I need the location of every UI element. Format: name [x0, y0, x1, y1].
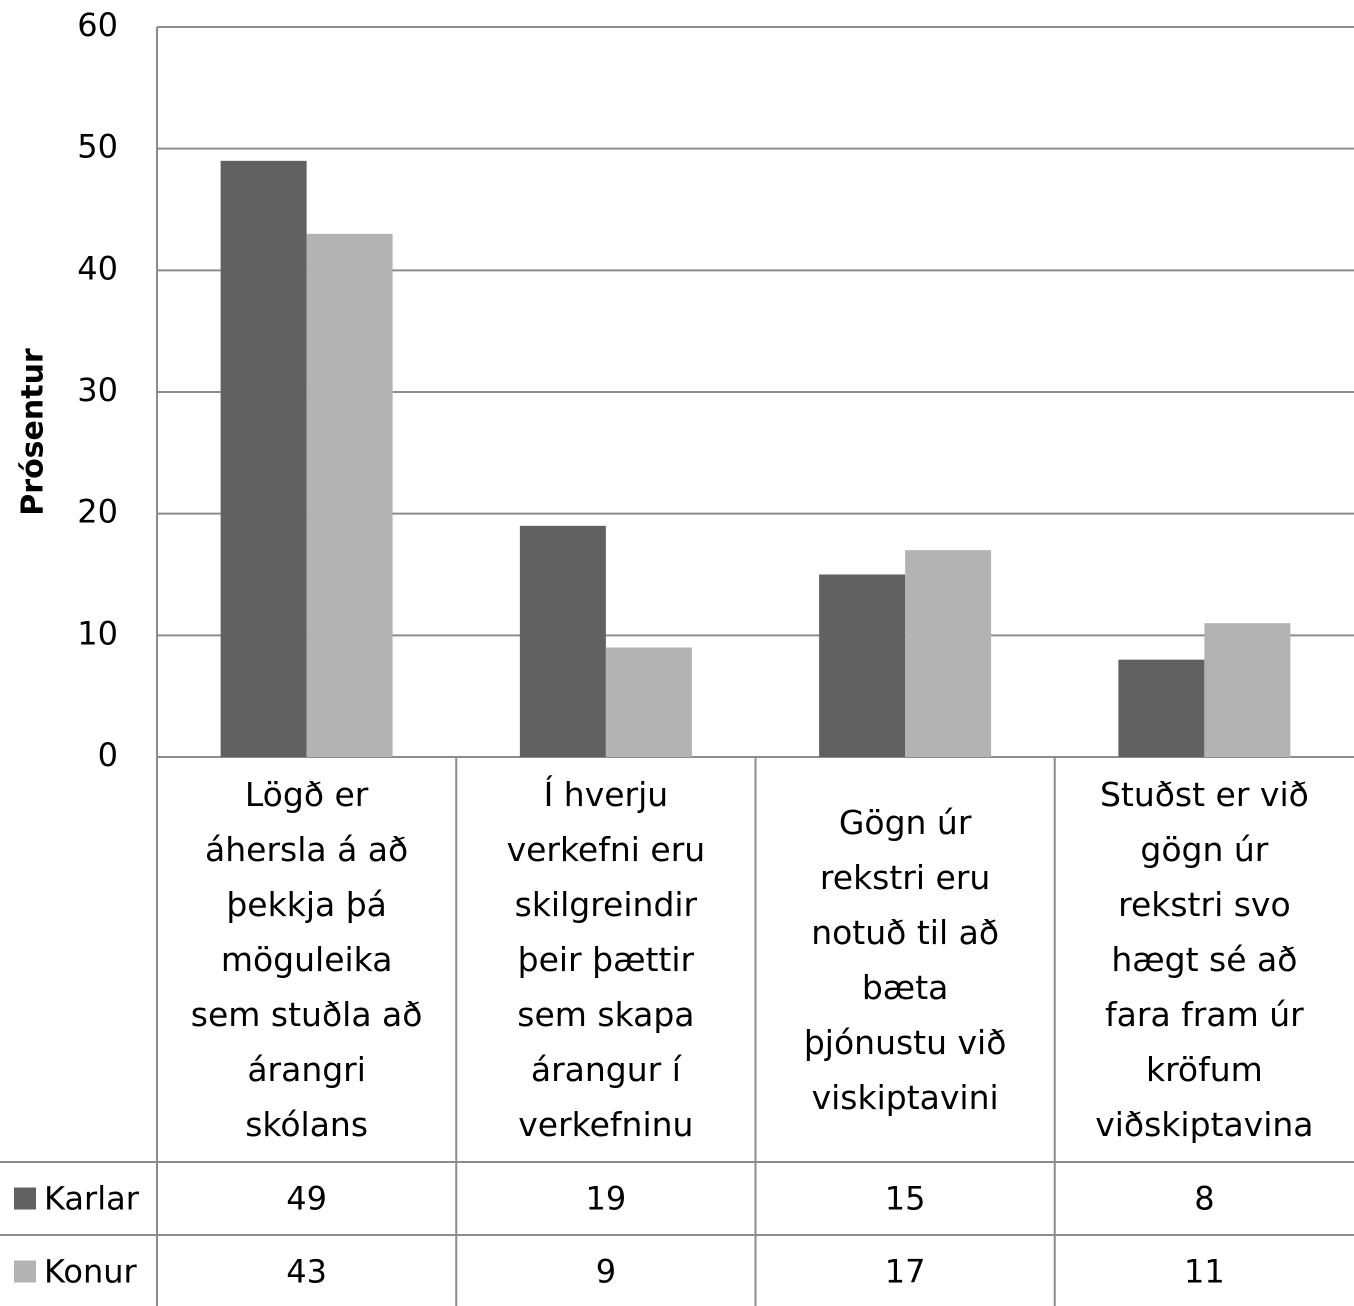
- legend-swatch: [14, 1260, 36, 1283]
- bar: [905, 550, 992, 757]
- x-tick-label: Lögð er áhersla á að þekkja þá möguleika…: [190, 775, 423, 1144]
- legend-label: Karlar: [44, 1180, 140, 1218]
- y-tick-label: 40: [77, 249, 118, 287]
- table-value: 15: [885, 1180, 926, 1218]
- bar: [220, 160, 307, 758]
- table-value: 8: [1194, 1180, 1214, 1218]
- y-tick-label: 10: [77, 614, 118, 652]
- table-value: 17: [885, 1253, 926, 1291]
- table-value: 11: [1184, 1253, 1225, 1291]
- y-tick-label: 60: [77, 6, 118, 44]
- bar: [1118, 659, 1205, 757]
- legend-swatch: [14, 1187, 36, 1210]
- bar: [519, 525, 606, 757]
- y-tick-label: 0: [98, 736, 118, 774]
- legend-label: Konur: [44, 1253, 138, 1291]
- y-axis-label: Prósentur: [16, 348, 51, 516]
- bar: [1204, 623, 1291, 757]
- y-tick-label: 30: [77, 371, 118, 409]
- table-value: 43: [286, 1253, 327, 1291]
- x-tick-label: Í hverju verkefni eru skilgreindir þeir …: [506, 775, 706, 1144]
- y-tick-label: 50: [77, 128, 118, 166]
- bar: [819, 574, 906, 757]
- table-value: 9: [596, 1253, 616, 1291]
- x-tick-label: Stuðst er við gögn úr rekstri svo hægt s…: [1095, 775, 1314, 1144]
- y-tick-label: 20: [77, 493, 118, 531]
- bar: [306, 233, 393, 758]
- x-tick-label: Gögn úr rekstri eru notuð til að bæta þj…: [803, 802, 1007, 1117]
- bar: [605, 647, 692, 757]
- table-value: 49: [286, 1180, 327, 1218]
- table-value: 19: [586, 1180, 627, 1218]
